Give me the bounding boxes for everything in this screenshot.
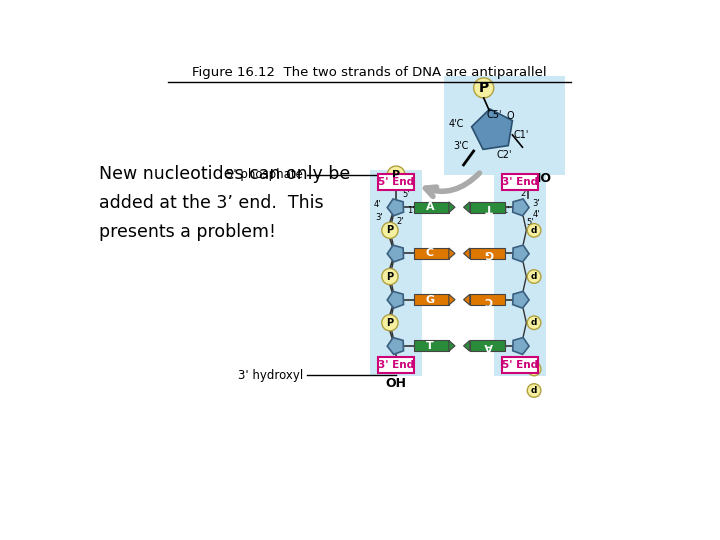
- FancyBboxPatch shape: [503, 174, 538, 190]
- Text: 5' phosphate: 5' phosphate: [226, 168, 303, 181]
- Text: OH: OH: [386, 377, 407, 390]
- Polygon shape: [449, 248, 455, 259]
- Text: New nucleotides can only be: New nucleotides can only be: [99, 165, 351, 183]
- FancyBboxPatch shape: [494, 170, 546, 376]
- Circle shape: [387, 166, 405, 184]
- Text: T: T: [426, 341, 433, 351]
- Text: added at the 3’ end.  This: added at the 3’ end. This: [99, 194, 324, 212]
- Text: C: C: [426, 248, 434, 259]
- Text: 1': 1': [407, 206, 415, 215]
- Text: HO: HO: [531, 172, 552, 185]
- Text: 5' End: 5' End: [378, 177, 414, 187]
- Polygon shape: [513, 199, 529, 216]
- Polygon shape: [464, 340, 469, 351]
- Circle shape: [382, 315, 398, 331]
- Polygon shape: [513, 338, 529, 354]
- Polygon shape: [387, 245, 403, 262]
- Polygon shape: [387, 199, 403, 216]
- Polygon shape: [449, 294, 455, 305]
- Polygon shape: [513, 245, 529, 262]
- Text: 4': 4': [373, 200, 381, 210]
- Text: 3' End: 3' End: [502, 177, 538, 187]
- Circle shape: [382, 222, 398, 239]
- Text: T: T: [485, 202, 492, 212]
- Text: 5': 5': [402, 190, 410, 199]
- Text: 3': 3': [533, 199, 540, 208]
- Circle shape: [382, 268, 398, 285]
- Text: 4'C: 4'C: [448, 119, 464, 129]
- FancyBboxPatch shape: [469, 340, 505, 351]
- Polygon shape: [387, 292, 403, 308]
- FancyBboxPatch shape: [414, 248, 449, 259]
- Text: 1': 1': [502, 206, 509, 215]
- FancyBboxPatch shape: [469, 294, 505, 305]
- Polygon shape: [464, 248, 469, 259]
- Circle shape: [527, 362, 541, 376]
- Polygon shape: [464, 294, 469, 305]
- FancyBboxPatch shape: [469, 202, 505, 213]
- Text: G: G: [426, 295, 434, 305]
- Text: C2': C2': [497, 150, 513, 160]
- FancyBboxPatch shape: [414, 294, 449, 305]
- FancyBboxPatch shape: [414, 340, 449, 351]
- FancyBboxPatch shape: [444, 76, 565, 175]
- Circle shape: [527, 384, 541, 397]
- Polygon shape: [472, 109, 513, 150]
- Text: 5' End: 5' End: [502, 360, 538, 370]
- Text: C5': C5': [487, 110, 503, 120]
- Text: 3': 3': [375, 213, 383, 222]
- Text: 4': 4': [533, 211, 540, 219]
- Text: 5': 5': [526, 218, 534, 227]
- Circle shape: [474, 78, 494, 98]
- Text: O: O: [507, 111, 515, 122]
- Text: P: P: [479, 81, 489, 95]
- Text: 3' End: 3' End: [378, 360, 414, 370]
- Text: 2': 2': [520, 189, 528, 198]
- Polygon shape: [513, 292, 529, 308]
- Text: C: C: [485, 295, 492, 305]
- Text: A: A: [426, 202, 434, 212]
- Text: d: d: [531, 226, 537, 235]
- Polygon shape: [449, 340, 455, 351]
- Text: C1': C1': [513, 130, 528, 140]
- Text: 3' hydroxyl: 3' hydroxyl: [238, 369, 303, 382]
- Polygon shape: [387, 338, 403, 354]
- Text: P: P: [387, 225, 394, 235]
- Circle shape: [527, 270, 541, 284]
- Polygon shape: [449, 202, 455, 213]
- Circle shape: [527, 224, 541, 237]
- Text: 3'C: 3'C: [453, 140, 468, 151]
- Text: Figure 16.12  The two strands of DNA are antiparallel: Figure 16.12 The two strands of DNA are …: [192, 66, 546, 79]
- Text: presents a problem!: presents a problem!: [99, 224, 276, 241]
- Text: d: d: [531, 272, 537, 281]
- Text: P: P: [387, 272, 394, 281]
- FancyBboxPatch shape: [378, 357, 414, 373]
- Text: d: d: [531, 364, 537, 374]
- FancyBboxPatch shape: [503, 357, 538, 373]
- Polygon shape: [464, 202, 469, 213]
- FancyBboxPatch shape: [370, 170, 423, 376]
- Text: P: P: [387, 318, 394, 328]
- Text: G: G: [484, 248, 493, 259]
- FancyBboxPatch shape: [469, 248, 505, 259]
- Text: A: A: [485, 341, 493, 351]
- Text: d: d: [531, 318, 537, 327]
- Text: 2': 2': [396, 217, 404, 226]
- Text: d: d: [531, 386, 537, 395]
- Text: P: P: [392, 170, 400, 180]
- Circle shape: [527, 316, 541, 329]
- FancyBboxPatch shape: [414, 202, 449, 213]
- FancyBboxPatch shape: [378, 174, 414, 190]
